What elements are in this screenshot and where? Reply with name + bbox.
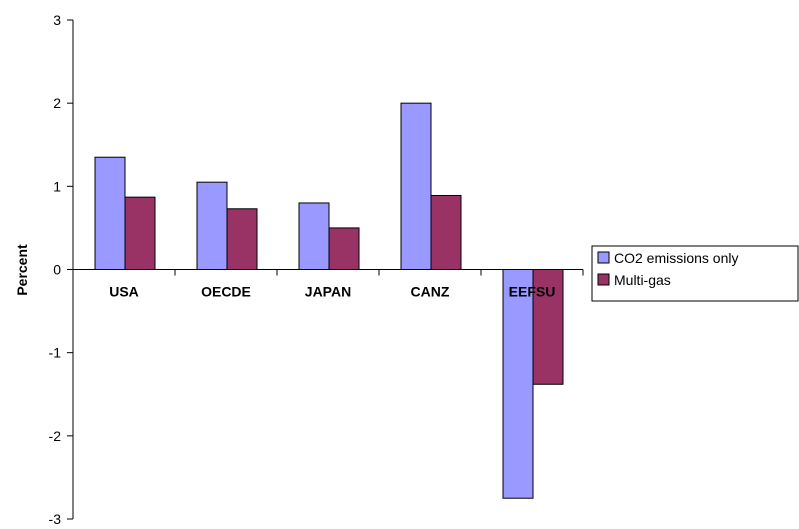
legend-swatch — [598, 274, 609, 285]
y-tick-label: 1 — [53, 178, 61, 194]
category-label: USA — [109, 284, 139, 300]
y-axis-title: Percent — [14, 244, 30, 296]
y-tick-label: -2 — [49, 428, 62, 444]
bar-oecde-series-1 — [197, 182, 227, 269]
bars-group — [95, 103, 563, 498]
legend: CO2 emissions only Multi-gas — [592, 246, 798, 301]
legend-label: Multi-gas — [614, 272, 671, 288]
y-axis-ticks: 3 2 1 0 -1 -2 -3 — [49, 12, 73, 527]
category-labels: USA OECDE JAPAN CANZ EEFSU — [109, 284, 555, 300]
bar-canz-series-2 — [431, 195, 461, 269]
bar-eefsu-series-1 — [503, 270, 533, 499]
y-tick-label: 3 — [53, 12, 61, 28]
category-label: CANZ — [411, 284, 450, 300]
legend-swatch — [598, 252, 609, 263]
category-label: OECDE — [201, 284, 251, 300]
bar-japan-series-1 — [299, 203, 329, 270]
y-tick-label: 2 — [53, 95, 61, 111]
y-tick-label: -3 — [49, 511, 62, 527]
bar-usa-series-1 — [95, 157, 125, 269]
bar-usa-series-2 — [125, 197, 155, 269]
y-tick-label: -1 — [49, 345, 62, 361]
category-label: EEFSU — [509, 284, 556, 300]
category-label: JAPAN — [305, 284, 351, 300]
bar-japan-series-2 — [329, 228, 359, 270]
y-tick-label: 0 — [53, 262, 61, 278]
legend-label: CO2 emissions only — [614, 250, 739, 266]
bar-oecde-series-2 — [227, 209, 257, 270]
bar-canz-series-1 — [401, 103, 431, 269]
